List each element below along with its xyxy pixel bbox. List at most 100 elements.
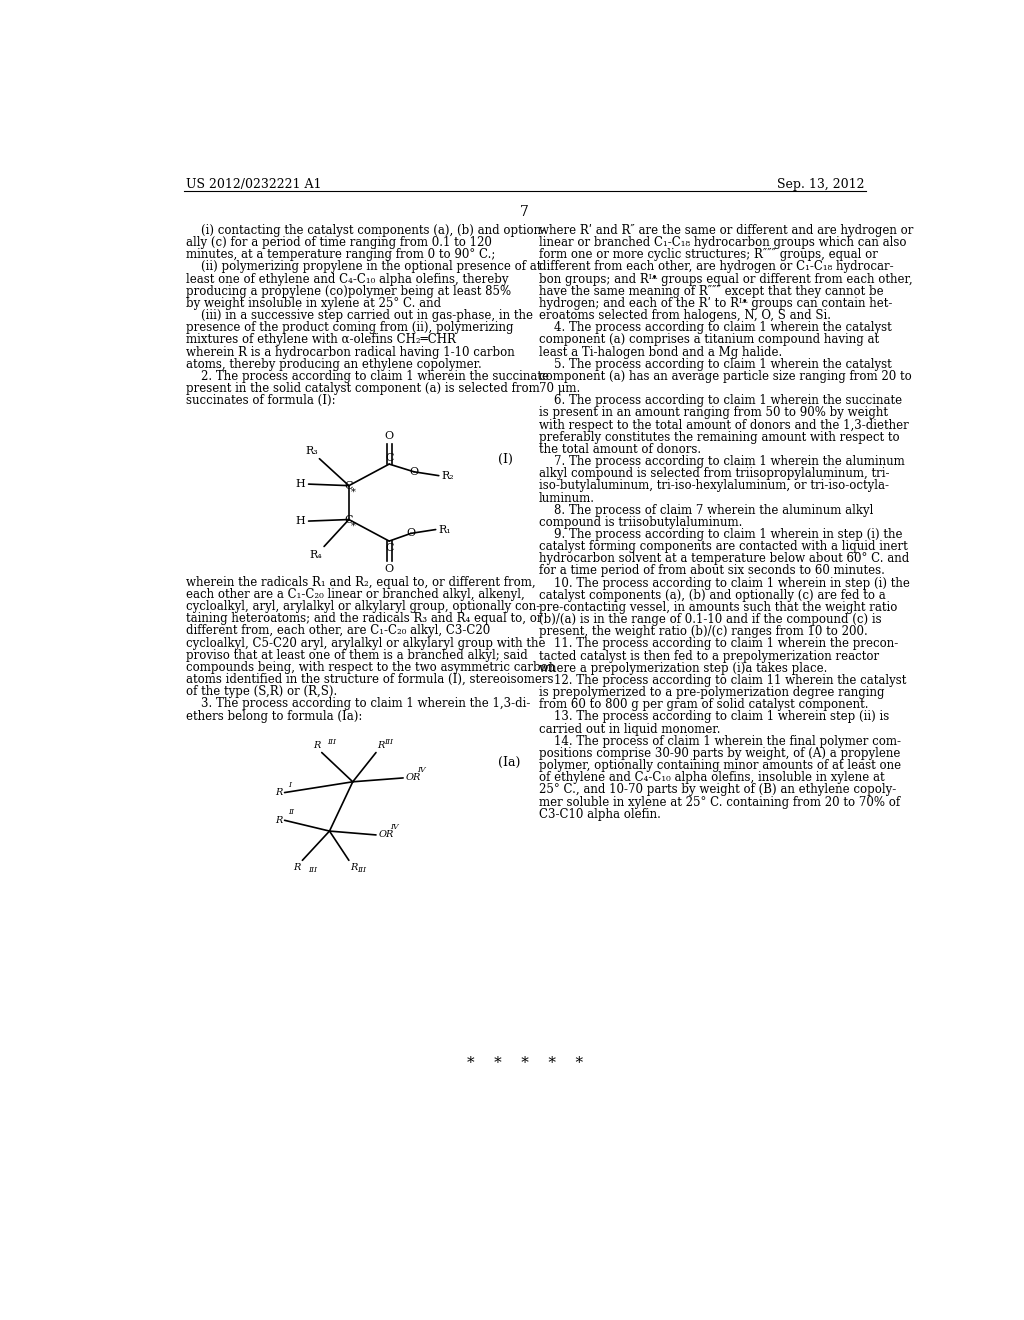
Text: C: C xyxy=(385,543,393,553)
Text: eroatoms selected from halogens, N, O, S and Si.: eroatoms selected from halogens, N, O, S… xyxy=(539,309,830,322)
Text: hydrogen; and each of the Rʹ to Rᴵᵜ groups can contain het-: hydrogen; and each of the Rʹ to Rᴵᵜ grou… xyxy=(539,297,892,310)
Text: O: O xyxy=(385,564,394,574)
Text: wherein R is a hydrocarbon radical having 1-10 carbon: wherein R is a hydrocarbon radical havin… xyxy=(186,346,515,359)
Text: polymer, optionally containing minor amounts of at least one: polymer, optionally containing minor amo… xyxy=(539,759,901,772)
Text: IV: IV xyxy=(417,766,426,774)
Text: O: O xyxy=(385,432,394,441)
Text: different from each other, are hydrogen or C₁-C₁₈ hydrocar-: different from each other, are hydrogen … xyxy=(539,260,893,273)
Text: 9. The process according to claim 1 wherein in step (i) the: 9. The process according to claim 1 wher… xyxy=(539,528,902,541)
Text: different from, each other, are C₁-C₂₀ alkyl, C3-C20: different from, each other, are C₁-C₂₀ a… xyxy=(186,624,490,638)
Text: wherein the radicals R₁ and R₂, equal to, or different from,: wherein the radicals R₁ and R₂, equal to… xyxy=(186,576,536,589)
Text: 7. The process according to claim 1 wherein the aluminum: 7. The process according to claim 1 wher… xyxy=(539,455,904,469)
Text: R₄: R₄ xyxy=(310,549,323,560)
Text: cycloalkyl, aryl, arylalkyl or alkylaryl group, optionally con-: cycloalkyl, aryl, arylalkyl or alkylaryl… xyxy=(186,601,541,612)
Text: atoms, thereby producing an ethylene copolymer.: atoms, thereby producing an ethylene cop… xyxy=(186,358,482,371)
Text: O: O xyxy=(410,467,419,477)
Text: presence of the product coming from (ii), polymerizing: presence of the product coming from (ii)… xyxy=(186,321,514,334)
Text: alkyl compound is selected from triisopropylaluminum, tri-: alkyl compound is selected from triisopr… xyxy=(539,467,889,480)
Text: R: R xyxy=(294,863,301,871)
Text: IV: IV xyxy=(390,824,398,832)
Text: minutes, at a temperature ranging from 0 to 90° C.;: minutes, at a temperature ranging from 0… xyxy=(186,248,496,261)
Text: H: H xyxy=(295,516,305,527)
Text: III: III xyxy=(357,866,367,874)
Text: cycloalkyl, C5-C20 aryl, arylalkyl or alkylaryl group with the: cycloalkyl, C5-C20 aryl, arylalkyl or al… xyxy=(186,636,546,649)
Text: (Ia): (Ia) xyxy=(499,756,521,770)
Text: where Rʹ and R″ are the same or different and are hydrogen or: where Rʹ and R″ are the same or differen… xyxy=(539,224,913,236)
Text: iso-butylaluminum, tri-iso-hexylaluminum, or tri-iso-octyla-: iso-butylaluminum, tri-iso-hexylaluminum… xyxy=(539,479,889,492)
Text: 11. The process according to claim 1 wherein the precon-: 11. The process according to claim 1 whe… xyxy=(539,638,898,651)
Text: linear or branched C₁-C₁₈ hydrocarbon groups which can also: linear or branched C₁-C₁₈ hydrocarbon gr… xyxy=(539,236,906,249)
Text: (b)/(a) is in the range of 0.1-10 and if the compound (c) is: (b)/(a) is in the range of 0.1-10 and if… xyxy=(539,614,882,626)
Text: catalyst components (a), (b) and optionally (c) are fed to a: catalyst components (a), (b) and optiona… xyxy=(539,589,886,602)
Text: (ii) polymerizing propylene in the optional presence of at: (ii) polymerizing propylene in the optio… xyxy=(186,260,542,273)
Text: III: III xyxy=(385,738,393,746)
Text: compound is triisobutylaluminum.: compound is triisobutylaluminum. xyxy=(539,516,742,529)
Text: 4. The process according to claim 1 wherein the catalyst: 4. The process according to claim 1 wher… xyxy=(539,321,892,334)
Text: C: C xyxy=(345,515,353,524)
Text: luminum.: luminum. xyxy=(539,491,595,504)
Text: form one or more cyclic structures; R″″″ groups, equal or: form one or more cyclic structures; R″″″… xyxy=(539,248,878,261)
Text: 10. The process according to claim 1 wherein in step (i) the: 10. The process according to claim 1 whe… xyxy=(539,577,909,590)
Text: R: R xyxy=(378,742,385,750)
Text: least a Ti-halogen bond and a Mg halide.: least a Ti-halogen bond and a Mg halide. xyxy=(539,346,782,359)
Text: 3. The process according to claim 1 wherein the 1,3-di-: 3. The process according to claim 1 wher… xyxy=(186,697,530,710)
Text: tacted catalyst is then fed to a prepolymerization reactor: tacted catalyst is then fed to a prepoly… xyxy=(539,649,879,663)
Text: component (a) comprises a titanium compound having at: component (a) comprises a titanium compo… xyxy=(539,334,879,346)
Text: carried out in liquid monomer.: carried out in liquid monomer. xyxy=(539,722,720,735)
Text: 25° C., and 10-70 parts by weight of (B) an ethylene copoly-: 25° C., and 10-70 parts by weight of (B)… xyxy=(539,784,896,796)
Text: pre-contacting vessel, in amounts such that the weight ratio: pre-contacting vessel, in amounts such t… xyxy=(539,601,897,614)
Text: Sep. 13, 2012: Sep. 13, 2012 xyxy=(777,178,864,190)
Text: I: I xyxy=(288,780,291,789)
Text: OR: OR xyxy=(378,830,393,840)
Text: 13. The process according to claim 1 wherein step (ii) is: 13. The process according to claim 1 whe… xyxy=(539,710,889,723)
Text: with respect to the total amount of donors and the 1,3-diether: with respect to the total amount of dono… xyxy=(539,418,908,432)
Text: R: R xyxy=(350,863,357,871)
Text: atoms identified in the structure of formula (I), stereoisomers: atoms identified in the structure of for… xyxy=(186,673,554,686)
Text: bon groups; and Rᴵᵜ groups equal or different from each other,: bon groups; and Rᴵᵜ groups equal or diff… xyxy=(539,272,912,285)
Text: III: III xyxy=(328,738,336,746)
Text: 12. The process according to claim 11 wherein the catalyst: 12. The process according to claim 11 wh… xyxy=(539,675,906,686)
Text: where a prepolymerization step (i)a takes place.: where a prepolymerization step (i)a take… xyxy=(539,661,827,675)
Text: present in the solid catalyst component (a) is selected from: present in the solid catalyst component … xyxy=(186,381,540,395)
Text: catalyst forming components are contacted with a liquid inert: catalyst forming components are contacte… xyxy=(539,540,907,553)
Text: (I): (I) xyxy=(499,453,513,466)
Text: H: H xyxy=(295,479,305,490)
Text: *    *    *    *    *: * * * * * xyxy=(467,1056,583,1071)
Text: from 60 to 800 g per gram of solid catalyst component.: from 60 to 800 g per gram of solid catal… xyxy=(539,698,868,711)
Text: OR: OR xyxy=(406,774,421,783)
Text: C: C xyxy=(385,453,393,462)
Text: preferably constitutes the remaining amount with respect to: preferably constitutes the remaining amo… xyxy=(539,430,899,444)
Text: the total amount of donors.: the total amount of donors. xyxy=(539,442,700,455)
Text: present, the weight ratio (b)/(c) ranges from 10 to 200.: present, the weight ratio (b)/(c) ranges… xyxy=(539,626,867,639)
Text: 5. The process according to claim 1 wherein the catalyst: 5. The process according to claim 1 wher… xyxy=(539,358,892,371)
Text: by weight insoluble in xylene at 25° C. and: by weight insoluble in xylene at 25° C. … xyxy=(186,297,441,310)
Text: 7: 7 xyxy=(520,205,529,219)
Text: R₃: R₃ xyxy=(305,446,317,455)
Text: R: R xyxy=(274,816,283,825)
Text: R: R xyxy=(312,742,321,750)
Text: compounds being, with respect to the two asymmetric carbon: compounds being, with respect to the two… xyxy=(186,661,555,675)
Text: R₁: R₁ xyxy=(438,524,452,535)
Text: R₂: R₂ xyxy=(442,471,455,480)
Text: US 2012/0232221 A1: US 2012/0232221 A1 xyxy=(186,178,322,190)
Text: (i) contacting the catalyst components (a), (b) and option-: (i) contacting the catalyst components (… xyxy=(186,224,545,236)
Text: succinates of formula (I):: succinates of formula (I): xyxy=(186,395,336,407)
Text: 14. The process of claim 1 wherein the final polymer com-: 14. The process of claim 1 wherein the f… xyxy=(539,735,901,748)
Text: III: III xyxy=(308,866,316,874)
Text: ally (c) for a period of time ranging from 0.1 to 120: ally (c) for a period of time ranging fr… xyxy=(186,236,492,249)
Text: for a time period of from about six seconds to 60 minutes.: for a time period of from about six seco… xyxy=(539,565,885,577)
Text: 2. The process according to claim 1 wherein the succinate: 2. The process according to claim 1 wher… xyxy=(186,370,549,383)
Text: least one of ethylene and C₄-C₁₀ alpha olefins, thereby: least one of ethylene and C₄-C₁₀ alpha o… xyxy=(186,272,509,285)
Text: *: * xyxy=(351,521,356,531)
Text: have the same meaning of R″″″ except that they cannot be: have the same meaning of R″″″ except tha… xyxy=(539,285,884,298)
Text: 8. The process of claim 7 wherein the aluminum alkyl: 8. The process of claim 7 wherein the al… xyxy=(539,504,873,516)
Text: C3-C10 alpha olefin.: C3-C10 alpha olefin. xyxy=(539,808,660,821)
Text: R: R xyxy=(274,788,283,797)
Text: II: II xyxy=(288,808,294,817)
Text: producing a propylene (co)polymer being at least 85%: producing a propylene (co)polymer being … xyxy=(186,285,511,298)
Text: ethers belong to formula (Ia):: ethers belong to formula (Ia): xyxy=(186,710,362,722)
Text: positions comprise 30-90 parts by weight, of (A) a propylene: positions comprise 30-90 parts by weight… xyxy=(539,747,900,760)
Text: of ethylene and C₄-C₁₀ alpha olefins, insoluble in xylene at: of ethylene and C₄-C₁₀ alpha olefins, in… xyxy=(539,771,885,784)
Text: mixtures of ethylene with α-olefins CH₂═CHR: mixtures of ethylene with α-olefins CH₂═… xyxy=(186,334,456,346)
Text: component (a) has an average particle size ranging from 20 to: component (a) has an average particle si… xyxy=(539,370,911,383)
